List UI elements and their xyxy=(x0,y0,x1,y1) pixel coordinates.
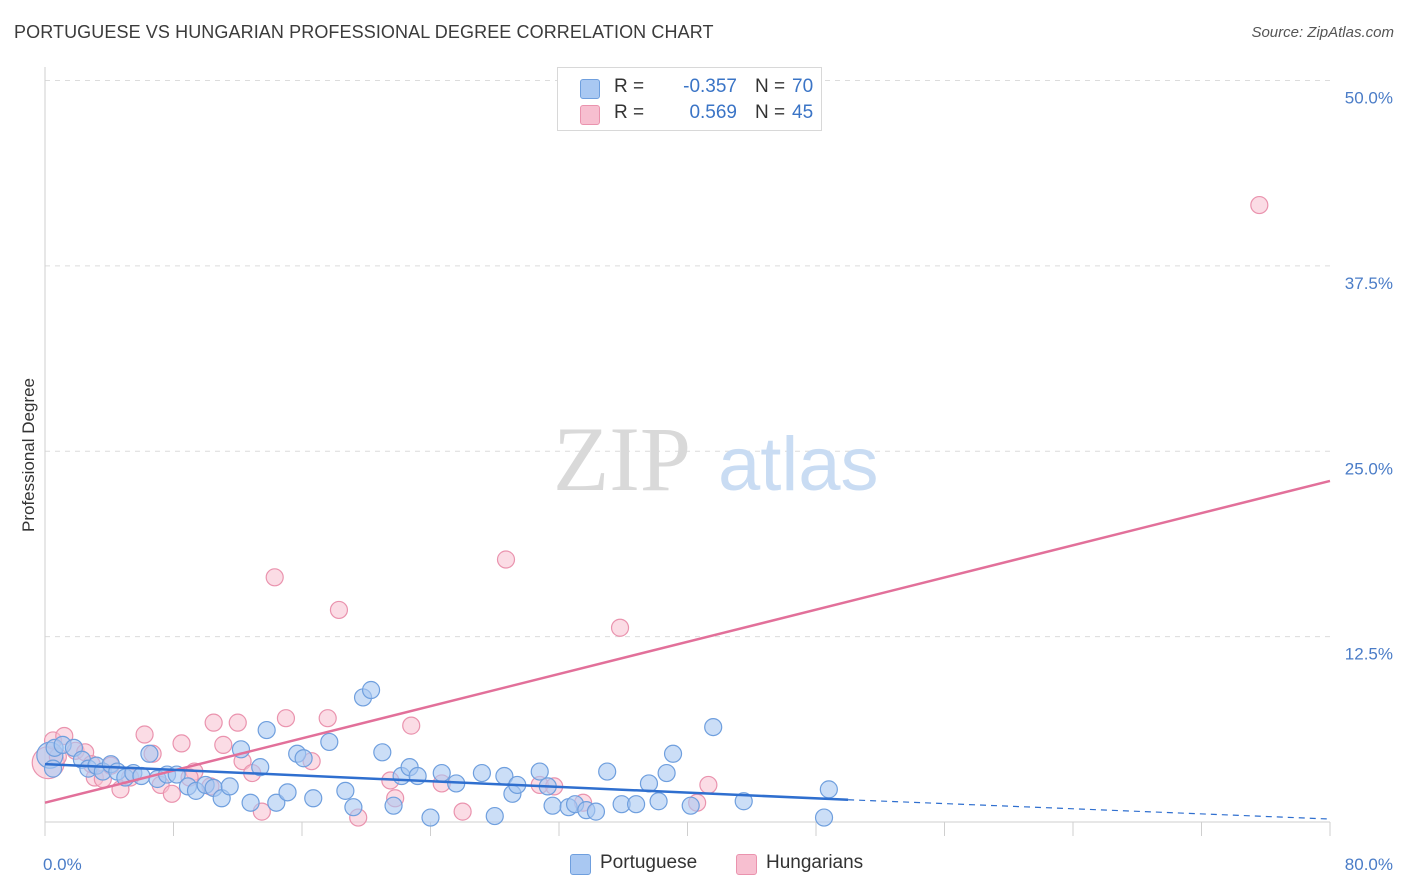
portuguese-point-65 xyxy=(704,717,723,737)
chart-title: PORTUGUESE VS HUNGARIAN PROFESSIONAL DEG… xyxy=(14,22,714,42)
portuguese-point-52 xyxy=(543,796,562,815)
portuguese-point-46 xyxy=(485,806,504,826)
hungarians-point-34 xyxy=(496,550,516,569)
portuguese-point-36 xyxy=(361,680,381,700)
portuguese-n-value: 70 xyxy=(792,76,814,97)
portuguese-r-label: R = xyxy=(614,76,645,97)
watermark-zip: ZIP xyxy=(553,408,691,510)
portuguese-point-69 xyxy=(43,759,63,778)
y-axis-label: Professional Degree xyxy=(19,378,38,532)
hungarians-point-18 xyxy=(214,735,233,754)
series-portuguese-points xyxy=(36,680,838,827)
portuguese-point-25 xyxy=(251,758,270,777)
portuguese-point-61 xyxy=(649,792,668,811)
portuguese-point-57 xyxy=(598,762,617,781)
portuguese-point-28 xyxy=(278,783,297,802)
hungarians-point-33 xyxy=(453,802,472,821)
grid-lines xyxy=(45,80,1330,638)
portuguese-point-27 xyxy=(267,793,286,812)
portuguese-point-38 xyxy=(384,796,403,815)
portuguese-trend-extension xyxy=(848,799,1331,820)
trend-lines xyxy=(44,479,1331,820)
hungarians-point-27 xyxy=(329,600,349,620)
portuguese-point-56 xyxy=(586,802,606,821)
portuguese-point-63 xyxy=(663,744,683,763)
hungarians-n-label: N = xyxy=(755,102,786,123)
portuguese-r-value: -0.357 xyxy=(683,76,737,97)
portuguese-point-62 xyxy=(657,763,676,783)
x-tick-label-0: 0.0% xyxy=(43,855,82,874)
portuguese-point-64 xyxy=(681,796,700,815)
x-tick-label-1: 80.0% xyxy=(1345,855,1393,874)
portuguese-point-67 xyxy=(814,808,834,827)
legend-label-hungarians: Hungarians xyxy=(766,852,864,873)
y-tick-label-2: 37.5% xyxy=(1345,274,1393,293)
hungarians-trend-line xyxy=(44,479,1331,804)
y-tick-label-1: 25.0% xyxy=(1345,459,1393,478)
portuguese-point-50 xyxy=(530,762,549,781)
portuguese-point-43 xyxy=(432,763,451,783)
hungarians-point-14 xyxy=(172,734,191,753)
portuguese-point-34 xyxy=(344,798,363,817)
hungarians-swatch xyxy=(580,105,600,125)
portuguese-point-24 xyxy=(241,793,260,812)
stats-legend: R = -0.357 N = 70 R = 0.569 N = 45 xyxy=(557,67,822,131)
chart-source: Source: ZipAtlas.com xyxy=(1251,24,1394,41)
portuguese-n-label: N = xyxy=(755,76,786,97)
portuguese-point-66 xyxy=(734,792,753,811)
hungarians-point-41 xyxy=(1250,195,1269,215)
portuguese-swatch xyxy=(580,79,600,99)
y-tick-label-0: 12.5% xyxy=(1345,645,1393,664)
portuguese-point-42 xyxy=(421,808,440,827)
hungarians-point-26 xyxy=(318,709,337,728)
hungarians-point-31 xyxy=(402,716,421,735)
watermark: ZIP atlas xyxy=(553,408,879,510)
hungarians-r-value: 0.569 xyxy=(689,102,737,123)
hungarians-point-38 xyxy=(610,618,630,637)
hungarians-point-19 xyxy=(228,713,247,732)
hungarians-point-23 xyxy=(265,568,284,587)
portuguese-trend-line xyxy=(44,762,849,802)
hungarians-point-10 xyxy=(135,725,154,744)
series-legend: Portuguese Hungarians xyxy=(0,852,1406,878)
portuguese-point-37 xyxy=(373,743,392,762)
hungarians-r-label: R = xyxy=(614,102,645,123)
portuguese-point-45 xyxy=(472,763,491,783)
hungarians-point-40 xyxy=(699,775,718,795)
hungarians-n-value: 45 xyxy=(792,102,814,123)
legend-label-portuguese: Portuguese xyxy=(600,852,698,873)
hungarians-point-17 xyxy=(204,713,223,732)
hungarians-point-24 xyxy=(276,709,296,728)
portuguese-point-26 xyxy=(257,720,276,740)
portuguese-point-68 xyxy=(819,780,838,799)
y-tick-label-3: 50.0% xyxy=(1345,89,1393,108)
portuguese-point-31 xyxy=(304,789,323,808)
portuguese-point-59 xyxy=(626,795,646,814)
portuguese-point-33 xyxy=(336,781,355,800)
portuguese-point-22 xyxy=(220,777,239,796)
portuguese-point-13 xyxy=(140,744,159,763)
hungarians-point-13 xyxy=(162,784,181,803)
legend-swatch-portuguese xyxy=(570,854,591,875)
portuguese-point-32 xyxy=(320,732,339,752)
portuguese-point-30 xyxy=(294,749,313,768)
legend-swatch-hungarians xyxy=(736,854,757,875)
watermark-atlas: atlas xyxy=(718,422,879,507)
series-hungarians-points xyxy=(31,195,1269,827)
tick-labels: 12.5% 25.0% 37.5% 50.0% 0.0% 80.0% xyxy=(43,89,1393,875)
portuguese-point-60 xyxy=(639,774,659,793)
